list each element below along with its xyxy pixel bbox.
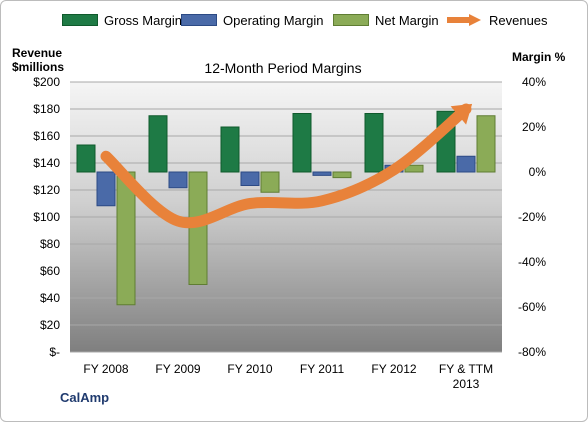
bar-operating-margin — [240, 171, 260, 186]
x-tick-label: FY 2012 — [371, 362, 416, 376]
chart-legend: Gross Margin Operating Margin Net Margin… — [0, 10, 588, 30]
right-tick-label: -60% — [518, 300, 546, 314]
bar-series — [76, 110, 496, 306]
chart-title: 12-Month Period Margins — [204, 60, 361, 76]
left-tick-label: $120 — [33, 183, 60, 197]
x-tick-label: FY 2008 — [83, 362, 128, 376]
left-tick-label: $60 — [40, 264, 60, 278]
right-tick-label: 20% — [522, 120, 546, 134]
legend-item-operating-margin: Operating Margin — [181, 10, 323, 30]
right-tick-label: 0% — [529, 165, 547, 179]
bar-net-margin — [476, 115, 496, 173]
revenue-arrowhead — [450, 103, 473, 125]
legend-item-revenues: Revenues — [445, 10, 548, 30]
bar-gross-margin — [76, 144, 96, 173]
legend-swatch-operating-margin — [181, 14, 217, 26]
bar-operating-margin — [168, 171, 188, 189]
company-name: CalAmp — [60, 390, 110, 405]
bar-operating-margin — [312, 171, 332, 176]
right-tick-label: -80% — [518, 345, 546, 359]
x-tick-label: FY 2009 — [155, 362, 200, 376]
axis-ticks: $- $20 $40 $60 $80 $100 $120 $140 $160 $180 $200 -8… — [33, 75, 546, 391]
left-tick-label: $140 — [33, 156, 60, 170]
bar-net-margin — [260, 171, 280, 193]
legend-swatch-net-margin — [333, 14, 369, 26]
right-tick-label: -20% — [518, 210, 546, 224]
bar-gross-margin — [364, 113, 384, 173]
right-tick-label: 40% — [522, 75, 546, 89]
left-tick-label: $100 — [33, 210, 60, 224]
legend-label-operating-margin: Operating Margin — [223, 12, 324, 28]
left-tick-label: $- — [49, 345, 60, 359]
left-tick-label: $200 — [33, 75, 60, 89]
x-tick-label: FY 2010 — [227, 362, 272, 376]
bar-gross-margin — [220, 126, 240, 173]
bar-gross-margin — [292, 113, 312, 173]
left-tick-label: $40 — [40, 291, 60, 305]
bar-operating-margin — [456, 155, 476, 173]
right-axis-title: Margin % — [512, 50, 566, 64]
legend-label-revenues: Revenues — [489, 12, 548, 28]
revenue-line — [100, 103, 473, 229]
bar-net-margin — [188, 171, 208, 285]
legend-swatch-revenues — [447, 14, 481, 26]
x-tick-label: FY 2011 — [300, 362, 345, 376]
x-tick-label: FY & TTM 2013 — [439, 362, 493, 391]
legend-label-gross-margin: Gross Margin — [104, 12, 183, 28]
bar-operating-margin — [96, 171, 116, 207]
left-tick-label: $20 — [40, 318, 60, 332]
left-axis-title: Revenue $millions — [12, 46, 64, 74]
legend-label-net-margin: Net Margin — [375, 12, 439, 28]
left-axis-title-line1: Revenue — [12, 46, 63, 60]
bar-gross-margin — [148, 115, 168, 173]
left-tick-label: $180 — [33, 102, 60, 116]
legend-item-gross-margin: Gross Margin — [62, 10, 182, 30]
legend-item-net-margin: Net Margin — [333, 10, 439, 30]
revenue-line-path — [100, 103, 472, 229]
right-tick-label: -40% — [518, 255, 546, 269]
left-tick-label: $160 — [33, 129, 60, 143]
bar-net-margin — [332, 171, 352, 179]
left-tick-label: $80 — [40, 237, 60, 251]
left-axis-title-line2: $millions — [12, 60, 65, 74]
legend-swatch-gross-margin — [62, 14, 98, 26]
